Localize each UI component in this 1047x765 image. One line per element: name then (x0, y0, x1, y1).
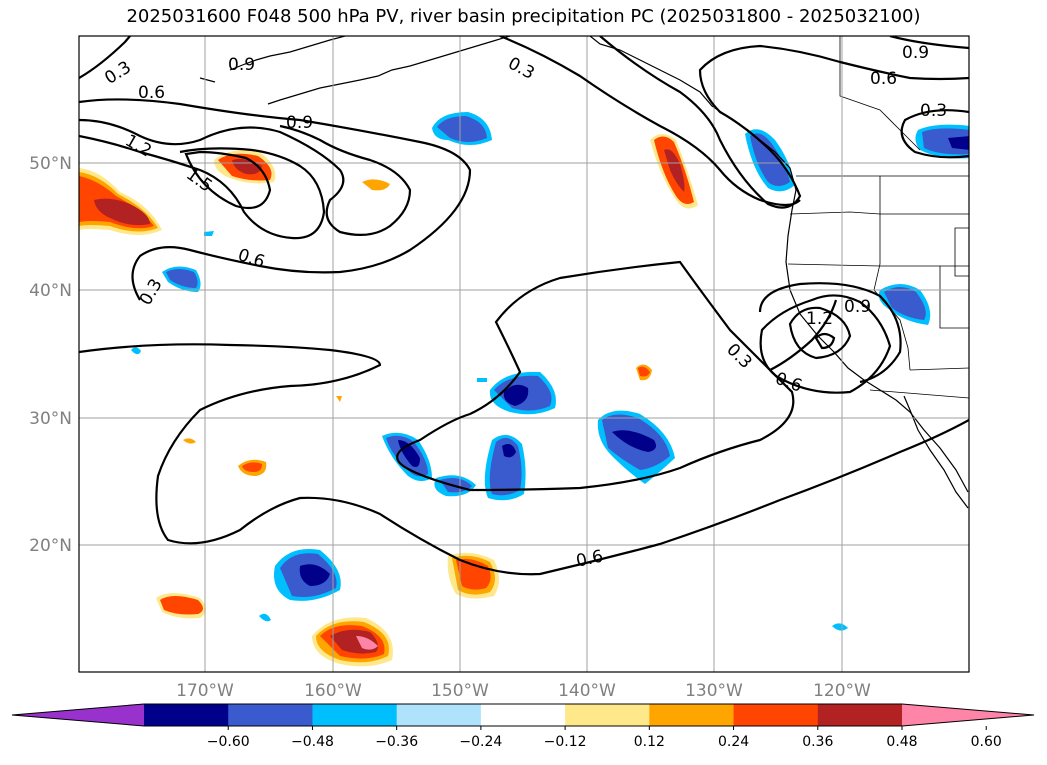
colorbar-segment (396, 704, 482, 726)
precip-blob (259, 613, 271, 622)
colorbar-segment (144, 704, 229, 726)
precip-blob (878, 284, 931, 325)
contour-label: 0.6 (138, 83, 165, 103)
colorbar-outline (11, 703, 1035, 727)
colorbar-segment (480, 704, 566, 726)
contour-label: 1.2 (806, 309, 833, 329)
colorbar-segment (649, 704, 735, 726)
precip-blob (745, 129, 795, 192)
map-area (79, 36, 969, 672)
precip-blob (238, 459, 267, 476)
colorbar-segment (733, 704, 819, 726)
precip-positive-anomalies (79, 134, 698, 667)
precip-blob (336, 396, 342, 402)
contour-label: 0.3 (920, 101, 947, 121)
colorbar-tick-label: −0.24 (459, 734, 502, 750)
precip-blob (489, 371, 556, 415)
precip-blob (484, 434, 526, 501)
contour-label: 0.6 (870, 69, 897, 89)
colorbar: −0.60 −0.48 −0.36 −0.24 −0.12 0.12 0.24 0.36 0.4… (11, 703, 1035, 750)
precip-blob (832, 623, 848, 631)
precip-blob (597, 410, 675, 484)
map-frame (78, 35, 970, 673)
colorbar-tick-label: 0.36 (802, 734, 833, 750)
precip-blob (183, 438, 196, 444)
contour-label: 0.9 (228, 55, 255, 75)
lat-label: 30°N (29, 409, 72, 429)
precip-blob (274, 549, 341, 601)
lat-labels: 50°N 40°N 30°N 20°N (29, 154, 72, 556)
precip-negative-anomalies (131, 112, 969, 631)
precip-blob (636, 364, 652, 381)
colorbar-extend-max (902, 704, 1034, 726)
colorbar-tick-label: −0.48 (291, 734, 334, 750)
precip-blob (382, 432, 432, 482)
colorbar-tick-label: 0.60 (971, 734, 1002, 750)
lon-label: 140°W (558, 681, 616, 701)
precip-blob (79, 168, 162, 235)
precip-blob (312, 617, 393, 667)
precip-blob (477, 378, 487, 382)
precip-blob (131, 347, 141, 355)
colorbar-segment (228, 704, 313, 726)
colorbar-tick-label: 0.12 (634, 734, 665, 750)
precip-blob (214, 150, 276, 184)
precip-blob (204, 231, 214, 236)
colorbar-tick-label: 0.48 (886, 734, 917, 750)
lon-label: 170°W (176, 681, 234, 701)
lat-label: 40°N (29, 281, 72, 301)
graticule (79, 36, 969, 672)
lon-label: 120°W (813, 681, 871, 701)
colorbar-segment (817, 704, 903, 726)
map-title: 2025031600 F048 500 hPa PV, river basin … (126, 6, 921, 27)
pv-contours (79, 36, 969, 576)
precip-blob (156, 593, 206, 619)
precip-blob (915, 124, 969, 159)
lon-label: 130°W (685, 681, 743, 701)
colorbar-tick-label: 0.24 (718, 734, 749, 750)
precip-blob (432, 112, 492, 145)
precip-blob (650, 134, 698, 209)
contour-label: 0.9 (286, 113, 313, 133)
colorbar-tick-label: −0.12 (544, 734, 587, 750)
colorbar-segment (565, 704, 650, 726)
colorbar-segment (312, 704, 398, 726)
colorbar-tick-label: −0.36 (375, 734, 418, 750)
contour-label: 0.9 (844, 297, 871, 317)
precip-blob (362, 179, 390, 191)
lat-label: 20°N (29, 536, 72, 556)
coastlines (199, 36, 969, 509)
colorbar-tick-label: −0.60 (207, 734, 250, 750)
lon-label: 150°W (431, 681, 489, 701)
lon-label: 160°W (304, 681, 362, 701)
colorbar-extend-min (12, 704, 144, 726)
lat-label: 50°N (29, 154, 72, 174)
lon-labels: 170°W 160°W 150°W 140°W 130°W 120°W (176, 681, 871, 701)
precip-blob (162, 266, 201, 292)
contour-label: 0.9 (902, 43, 929, 63)
precip-blob (447, 552, 499, 599)
